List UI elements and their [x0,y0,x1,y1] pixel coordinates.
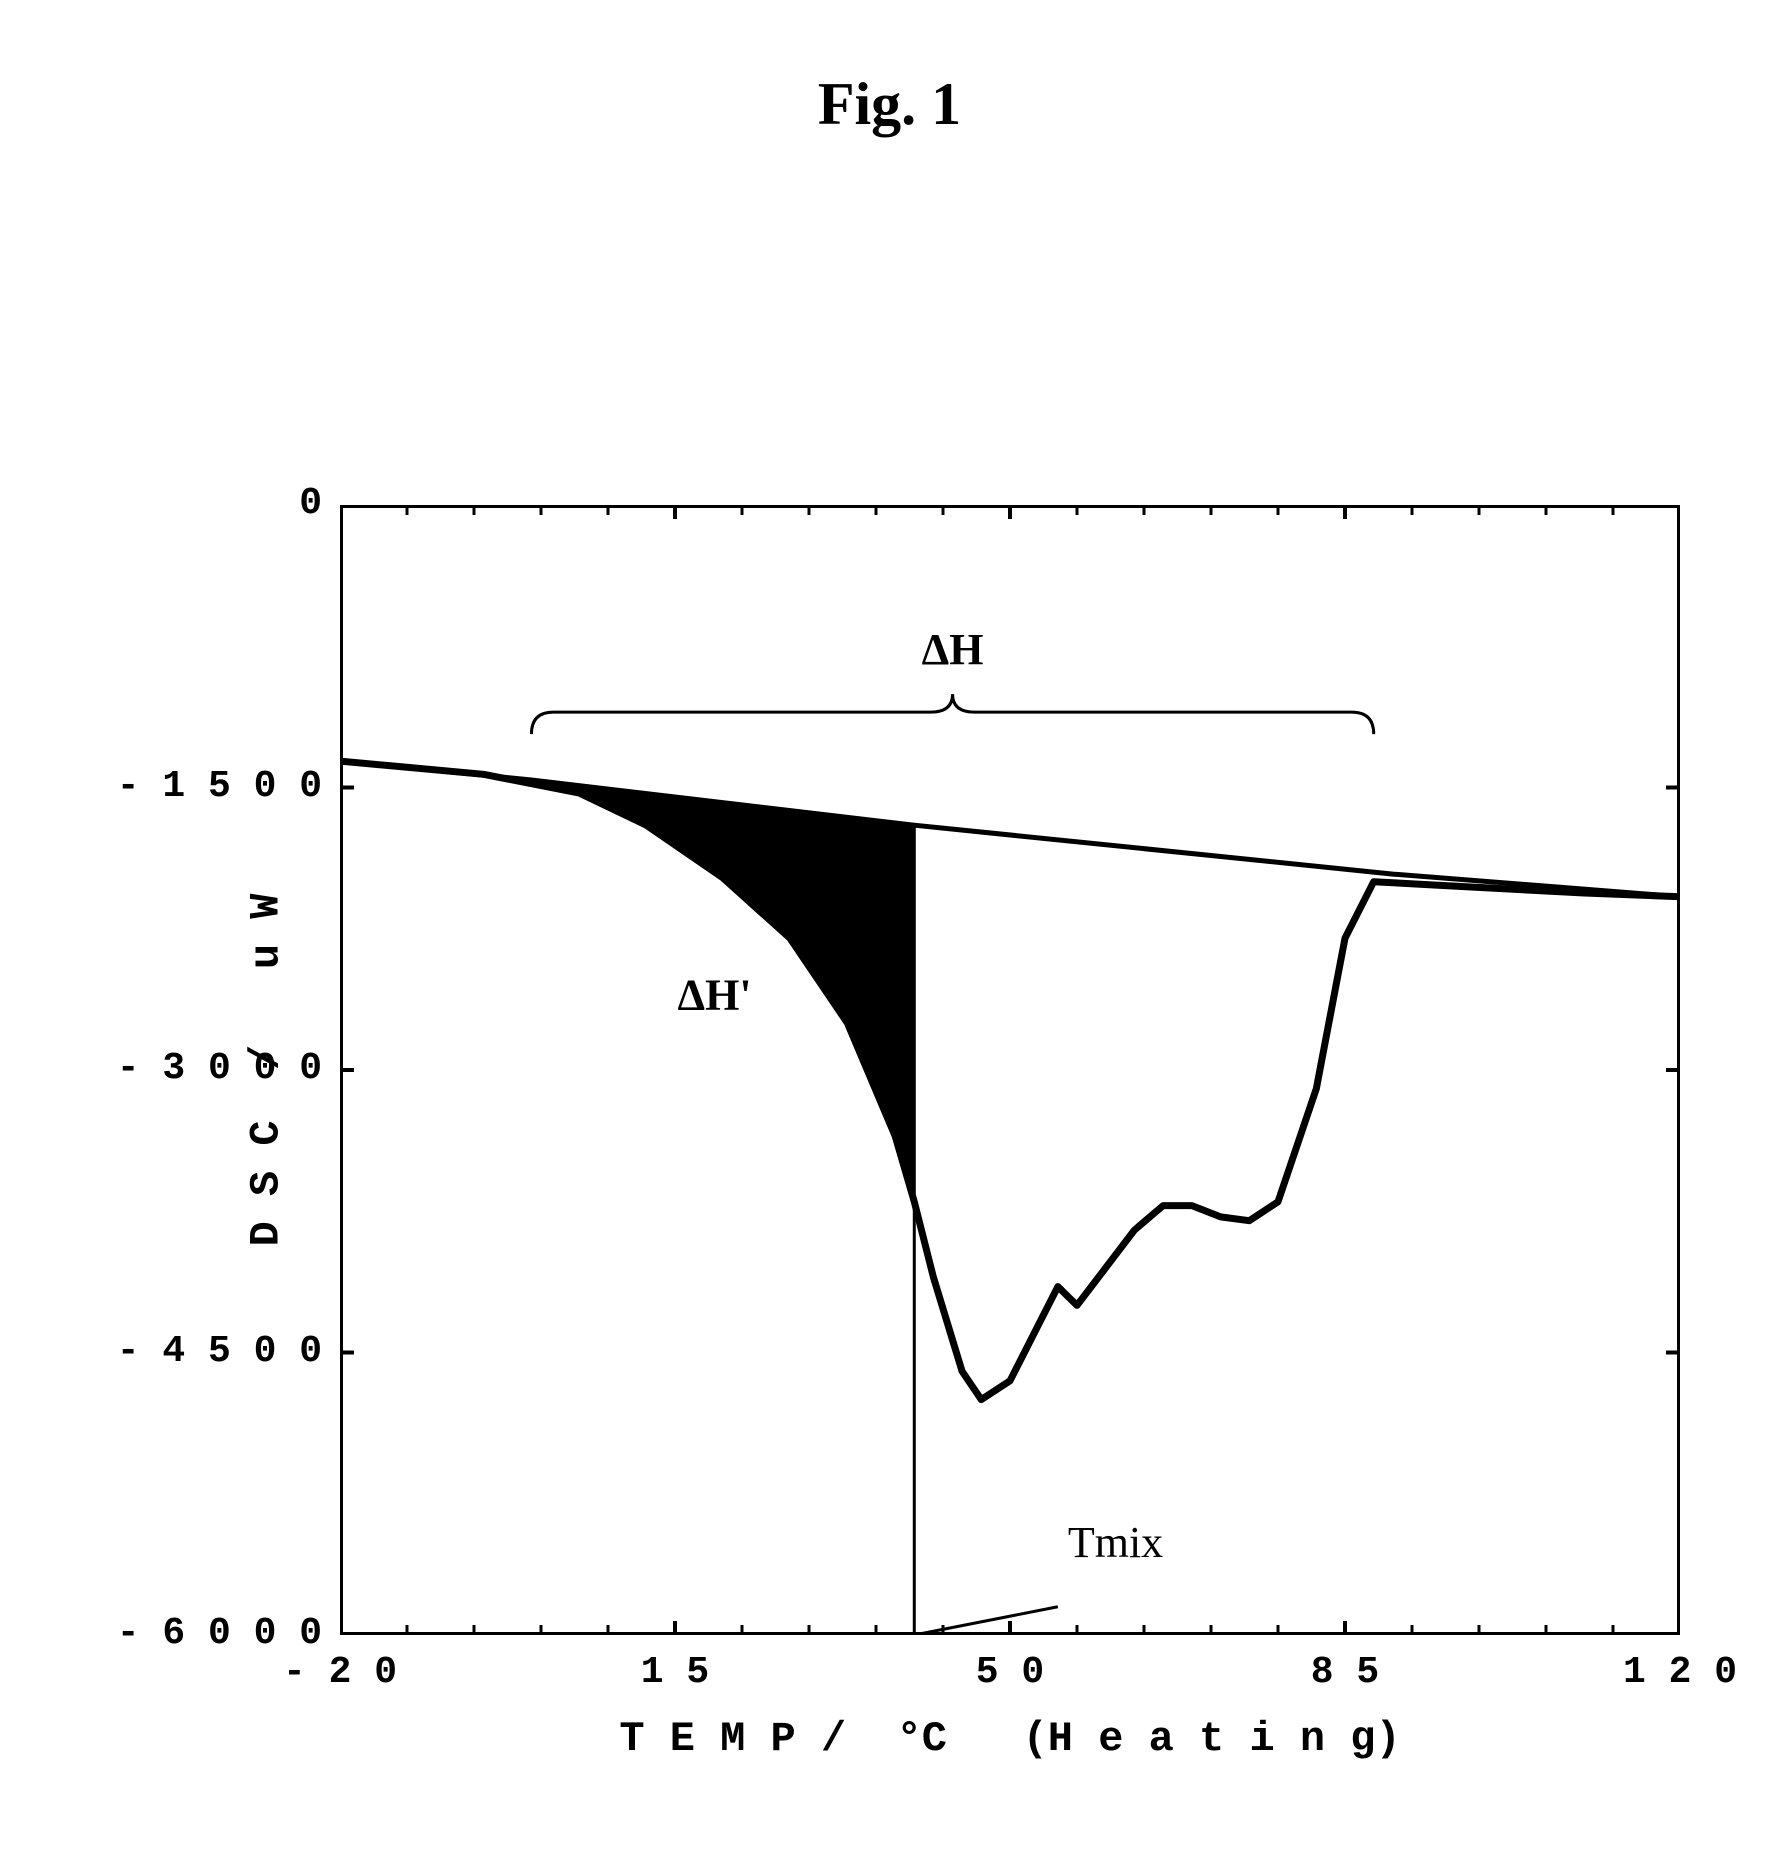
y-tick-label: - 1 5 0 0 [117,765,322,808]
page: Fig. 1 0 - 1 5 0 0 - 3 0 0 0 - 4 5 0 0 -… [0,0,1779,1853]
y-axis-label: D S C / u W [242,894,290,1247]
tmix-label: Tmix [1068,1517,1163,1568]
delta-h-prime-label: ΔH' [678,969,752,1020]
x-tick-label: 8 5 [1311,1651,1379,1694]
y-tick-label: 0 [299,482,322,525]
x-axis-label: T E M P / °C (H e a t i n g) [619,1715,1400,1763]
y-tick-label: - 4 5 0 0 [117,1330,322,1373]
y-tick-label: - 6 0 0 0 [117,1612,322,1655]
delta-h-label: ΔH [922,624,984,675]
x-tick-label: 1 5 [641,1651,709,1694]
x-tick-label: 5 0 [976,1651,1044,1694]
x-tick-label: - 2 0 [283,1651,397,1694]
figure-title: Fig. 1 [0,70,1779,139]
x-tick-label: 1 2 0 [1623,1651,1737,1694]
dsc-chart [340,505,1680,1635]
chart-svg [340,505,1680,1635]
y-tick-label: - 3 0 0 0 [117,1047,322,1090]
